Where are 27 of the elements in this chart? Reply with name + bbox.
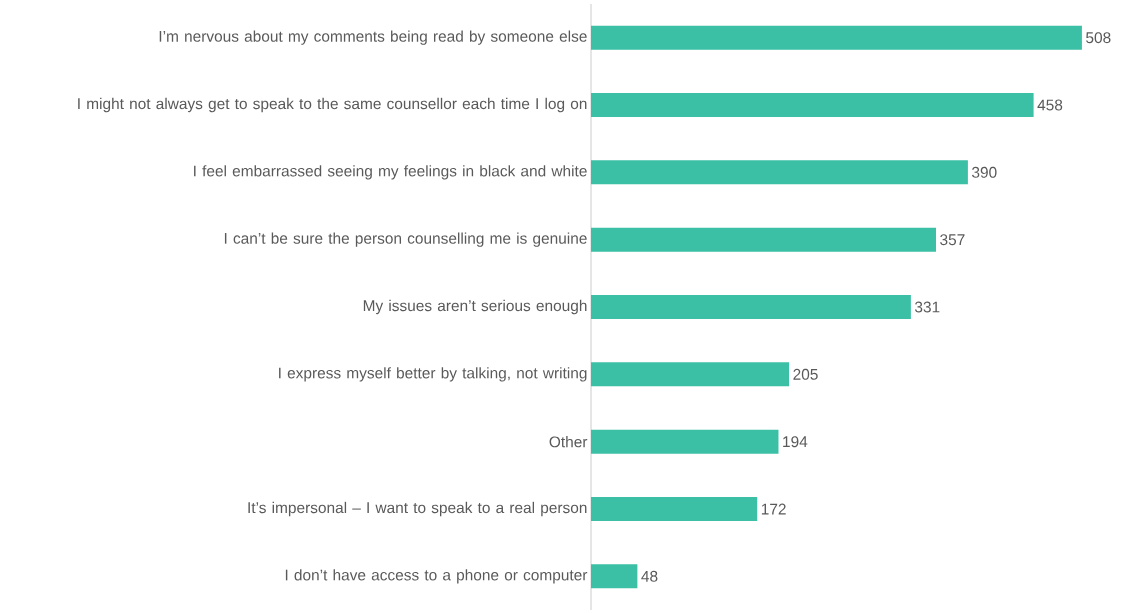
data-label: 331 [914, 301, 940, 313]
data-label: 194 [783, 436, 808, 448]
y-tick-label: I’m nervous about my comments being read by someone else [159, 30, 587, 45]
bar [591, 227, 936, 252]
bar [591, 497, 758, 522]
bar [591, 295, 911, 319]
bar [591, 160, 968, 185]
data-label: 390 [972, 166, 997, 178]
y-tick-label: I express myself better by talking, not writing [279, 367, 587, 382]
data-label: 205 [793, 368, 818, 380]
y-tick-label: I might not always get to speak to the same counsellor each time I log on [78, 97, 587, 113]
y-tick-label: It’s impersonal – I want to speak to a real person [248, 501, 587, 517]
y-tick-label: I don’t have access to a phone or computer [285, 569, 588, 584]
data-label: 357 [940, 234, 965, 246]
data-label: 508 [1086, 32, 1111, 44]
bar [591, 93, 1034, 117]
y-tick-label: Other [549, 436, 588, 448]
data-label: 48 [641, 570, 658, 582]
bar [591, 25, 1082, 50]
data-label: 458 [1037, 99, 1063, 111]
y-tick-label: I feel embarrassed seeing my feelings in black and white [194, 165, 587, 180]
y-tick-label: I can’t be sure the person counselling me is genuine [224, 232, 587, 247]
bar [591, 564, 638, 589]
y-tick-label: My issues aren’t serious enough [363, 299, 587, 315]
data-label: 172 [761, 503, 786, 515]
bar [591, 429, 779, 454]
bar [591, 362, 790, 387]
